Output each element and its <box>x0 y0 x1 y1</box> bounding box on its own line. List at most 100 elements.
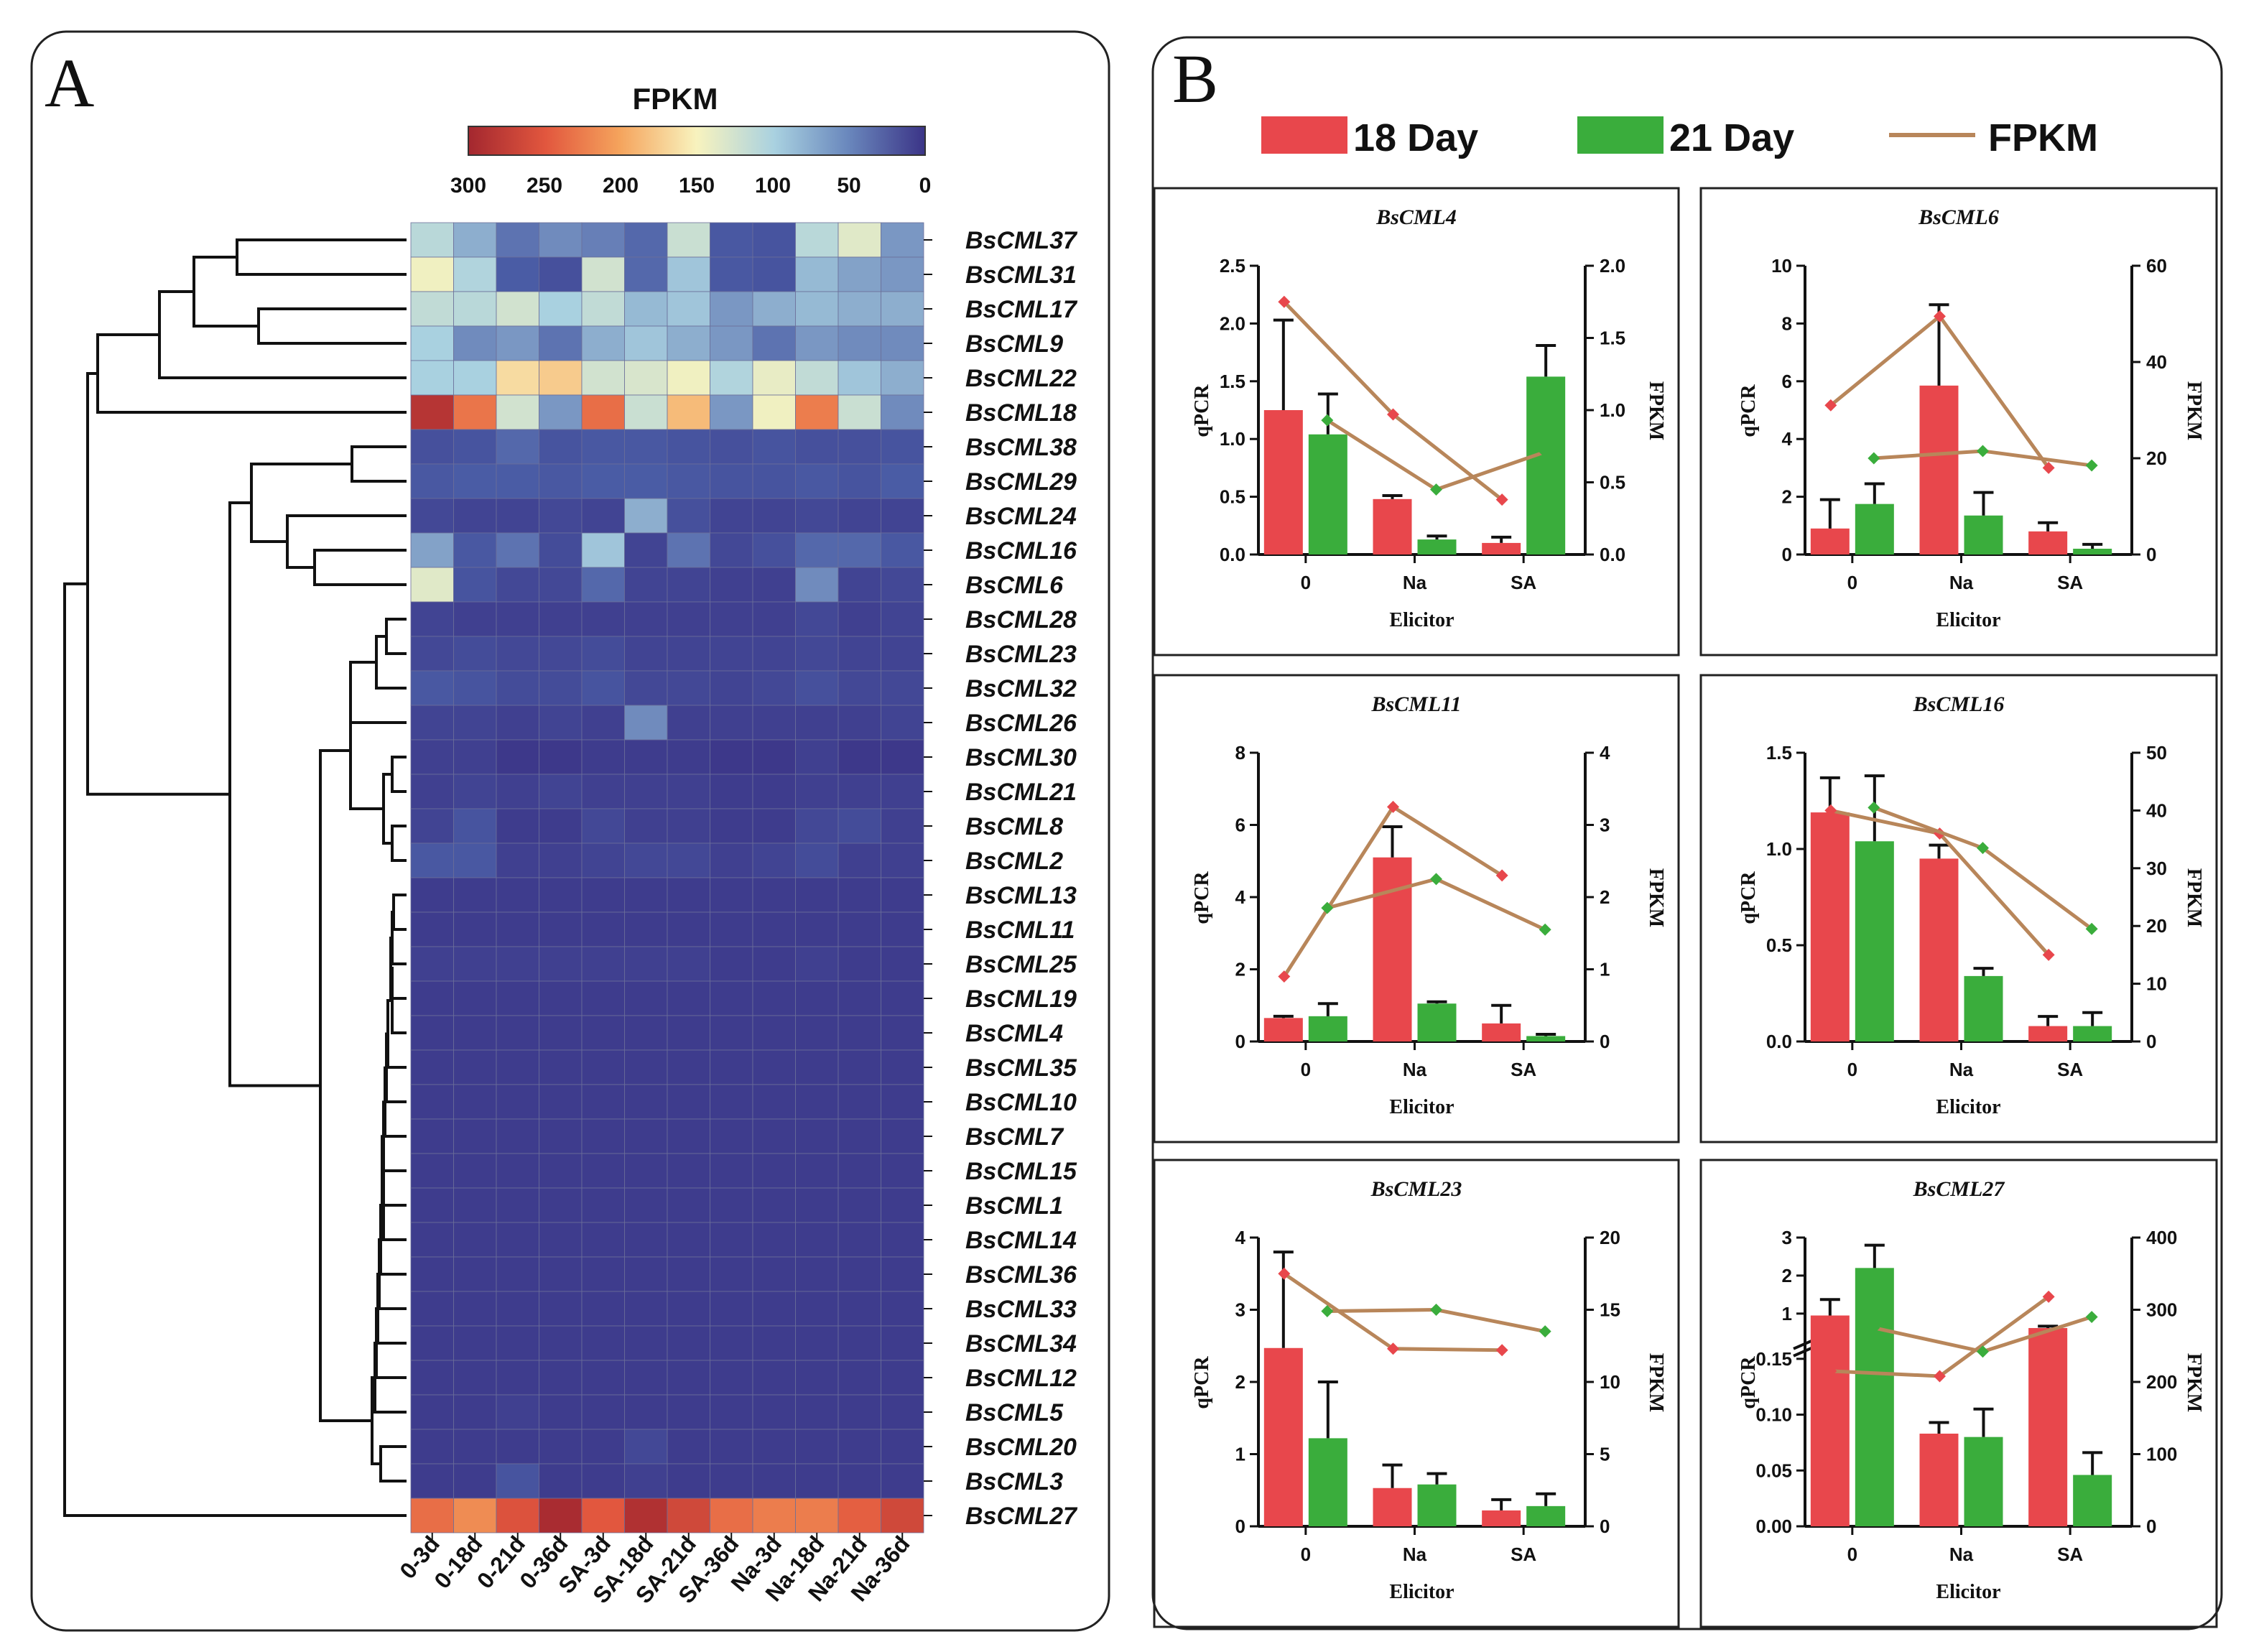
y-tick-label: 1.5 <box>1766 742 1792 764</box>
heatmap-cell <box>410 1153 454 1189</box>
heatmap-cell <box>795 222 839 258</box>
heatmap-cell <box>838 946 881 982</box>
y-axis-label: qPCR <box>1737 384 1760 437</box>
heatmap-cell <box>838 1084 881 1120</box>
heatmap-cell <box>496 980 539 1016</box>
legend-label-21day: 21 Day <box>1669 116 1794 159</box>
heatmap-cell <box>667 1498 710 1533</box>
heatmap-cell <box>539 256 583 292</box>
fpkm-point <box>1495 869 1508 882</box>
dendrogram-branch <box>286 514 407 569</box>
heatmap-cell <box>667 1015 710 1051</box>
heatmap-cell <box>539 325 583 361</box>
heatmap-cell <box>496 1325 539 1361</box>
heatmap-cell <box>752 1360 796 1396</box>
error-bar <box>2038 1015 2059 1026</box>
heatmap-cell <box>624 1015 668 1051</box>
y-tick-label: 2 <box>1235 959 1245 980</box>
dendrogram-branch <box>250 463 352 543</box>
bar-18day <box>1373 857 1412 1041</box>
dendrogram-branch <box>391 967 407 1034</box>
fpkm-point <box>2042 1290 2055 1303</box>
fpkm-point <box>1495 493 1508 506</box>
heatmap-cell <box>410 808 454 844</box>
heatmap-cell <box>710 980 753 1016</box>
dendrogram-branch <box>391 756 407 793</box>
heatmap-cell <box>795 429 839 465</box>
heatmap-cell <box>795 1118 839 1154</box>
heatmap-cell <box>496 1187 539 1223</box>
dendrogram-branch <box>192 256 259 328</box>
heatmap-cell <box>496 360 539 396</box>
gene-label: BsCML35 <box>965 1054 1077 1082</box>
heatmap-cell <box>881 636 924 672</box>
heatmap-cell <box>667 532 710 568</box>
heatmap-cell <box>881 429 924 465</box>
heatmap-cell <box>453 1291 497 1327</box>
heatmap-cell <box>795 1463 839 1499</box>
heatmap-cell <box>795 877 839 913</box>
x-axis-label: Elicitor <box>1389 1096 1454 1118</box>
colorbar-tick-label: 0 <box>919 174 932 198</box>
colorbar-tick-label: 100 <box>755 174 791 198</box>
error-bar <box>1491 535 1512 543</box>
heatmap-cell <box>624 1360 668 1396</box>
heatmap-cell <box>710 601 753 637</box>
fpkm-point <box>1278 970 1291 983</box>
subchart-frame <box>1153 1159 1680 1628</box>
subchart-BsCML27: BsCML27 qPCR FPKM Elicitor 0.00 0.05 0.10 0.15 1… <box>1699 1159 2218 1628</box>
heatmap-cell <box>881 705 924 741</box>
heatmap-cell <box>710 1360 753 1396</box>
heatmap-cell <box>710 256 753 292</box>
bar-18day <box>1263 410 1303 554</box>
heatmap-cell <box>838 1429 881 1465</box>
y2-tick-label: 0 <box>2146 1516 2156 1537</box>
y-tick-label: 0 <box>1235 1031 1245 1052</box>
error-bar <box>1382 493 1403 499</box>
heatmap-cell <box>539 1222 583 1258</box>
y2-tick-label: 300 <box>2146 1299 2177 1321</box>
heatmap-cell <box>539 911 583 947</box>
heatmap-cell <box>410 360 454 396</box>
y2-tick-label: 5 <box>1600 1444 1610 1465</box>
heatmap-cell <box>539 429 583 465</box>
gene-label: BsCML11 <box>965 917 1075 944</box>
heatmap-cell <box>581 463 625 499</box>
heatmap-cell <box>539 670 583 706</box>
fpkm-point <box>2085 922 2098 935</box>
heatmap-cell <box>410 705 454 741</box>
heatmap-cell <box>581 532 625 568</box>
heatmap-cell <box>752 1394 796 1430</box>
x-tick-label: Na <box>1949 1544 1974 1565</box>
gene-label: BsCML3 <box>965 1468 1063 1495</box>
bar-18day <box>1373 498 1412 554</box>
error-bar <box>1973 491 1994 516</box>
y-tick-label: 2 <box>1235 1371 1245 1393</box>
legend: 18 Day 21 Day FPKM <box>1261 116 2098 159</box>
heatmap-cell <box>496 1049 539 1085</box>
x-tick-label: Na <box>1949 1059 1974 1080</box>
dendrogram-branch <box>375 635 407 690</box>
heatmap-cell <box>667 394 710 430</box>
heatmap-cell <box>838 360 881 396</box>
heatmap-cell <box>795 325 839 361</box>
heatmap-cell <box>539 1429 583 1465</box>
dendrogram-branch <box>158 290 407 379</box>
x-tick-label: 0 <box>1847 572 1857 593</box>
bar-21day <box>1417 1484 1457 1526</box>
y2-tick-label: 1.0 <box>1600 399 1625 421</box>
heatmap-cell <box>795 774 839 809</box>
heatmap-cell <box>667 256 710 292</box>
heatmap-cell <box>496 1084 539 1120</box>
x-tick-label: SA <box>2057 572 2083 593</box>
heatmap-cell <box>496 567 539 603</box>
heatmap-cell <box>752 1084 796 1120</box>
heatmap-cell <box>453 1084 497 1120</box>
heatmap-cell <box>667 980 710 1016</box>
error-bar <box>1317 392 1338 435</box>
y-tick-label: 0.10 <box>1755 1404 1792 1426</box>
heatmap-cell <box>581 1498 625 1533</box>
heatmap-cell <box>410 1498 454 1533</box>
heatmap-cell <box>453 1153 497 1189</box>
heatmap-cell <box>496 429 539 465</box>
